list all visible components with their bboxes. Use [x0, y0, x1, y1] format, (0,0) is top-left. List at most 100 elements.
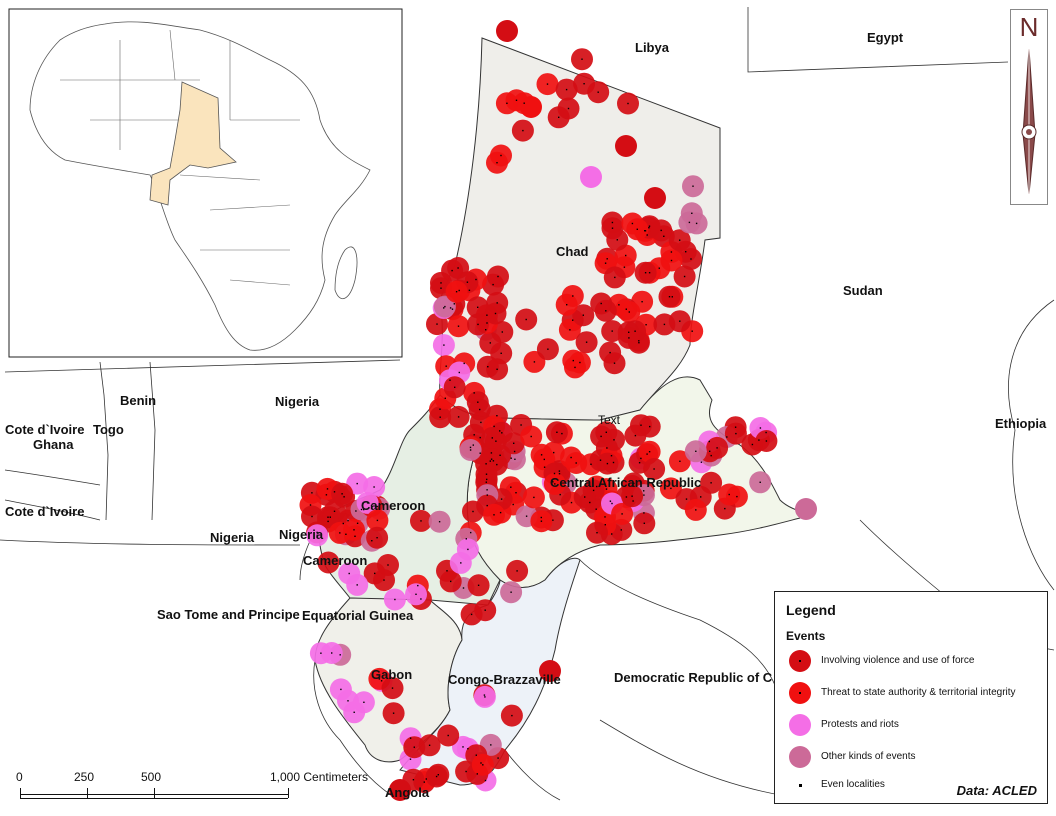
label-drc: Democratic Republic of C [614, 670, 773, 685]
event-locality [475, 754, 477, 756]
event-locality [486, 489, 488, 491]
legend-swatch-localities [789, 774, 811, 796]
event-locality [540, 516, 542, 519]
event-locality [565, 482, 567, 484]
event-locality [343, 496, 345, 498]
event-locality [356, 482, 358, 485]
label-ghana: Ghana [33, 437, 74, 452]
event-locality [631, 222, 634, 225]
event-locality [709, 450, 711, 452]
scale-label-500: 500 [141, 770, 162, 784]
event-locality [646, 453, 648, 455]
event-locality [595, 508, 597, 510]
event-locality [611, 330, 613, 332]
event-locality [467, 548, 469, 551]
event-locality [497, 275, 499, 278]
event-locality [477, 306, 479, 308]
event-locality [533, 496, 535, 499]
legend-item-violence: Involving violence and use of force [789, 650, 1044, 674]
event-locality [569, 329, 571, 331]
event-locality [356, 584, 358, 586]
event-locality [611, 221, 614, 224]
event-locality [522, 129, 524, 132]
label-cameroon: Cameroon [361, 498, 425, 513]
event-locality [625, 308, 627, 310]
event-locality [345, 533, 347, 535]
event-locality [625, 254, 627, 257]
event-locality [631, 485, 633, 487]
event-locality [440, 282, 442, 284]
event-locality [530, 435, 532, 438]
event-locality [589, 501, 591, 504]
event-locality [331, 652, 333, 654]
event-locality [333, 491, 336, 493]
event-locality [599, 459, 602, 461]
legend-swatch-violence [789, 650, 811, 672]
event-locality [590, 463, 592, 465]
event-locality [510, 457, 512, 459]
label-togo: Togo [93, 422, 124, 437]
event-locality [376, 537, 378, 539]
event-locality [490, 744, 492, 746]
event-locality [409, 758, 412, 760]
event-locality [643, 522, 645, 524]
event-locality [499, 430, 501, 432]
event-locality [510, 591, 512, 593]
event-locality [648, 225, 651, 227]
event-locality [648, 272, 651, 274]
event-locality [600, 302, 602, 305]
event-locality [483, 694, 486, 696]
event-locality [634, 330, 636, 332]
event-locality [444, 397, 446, 399]
event-locality [443, 307, 445, 309]
event-locality [566, 304, 568, 306]
inset-highlight [149, 81, 237, 206]
event-locality [511, 714, 513, 717]
event-locality [500, 498, 503, 500]
event-locality [457, 416, 460, 418]
event-locality [735, 432, 737, 435]
event-locality [376, 519, 379, 522]
event-locality [633, 482, 635, 485]
event-locality [329, 516, 331, 518]
event-locality [700, 461, 703, 463]
event-locality [435, 775, 438, 778]
event-locality [679, 460, 681, 462]
event-locality [510, 486, 512, 488]
event-locality [327, 520, 329, 523]
event-locality [685, 251, 687, 253]
event-locality [463, 362, 465, 365]
event-locality [513, 442, 515, 444]
event-locality [604, 516, 606, 518]
event-locality [553, 472, 556, 475]
event-locality [360, 508, 363, 511]
event-locality [486, 314, 488, 316]
event-locality [428, 744, 431, 746]
scale-label-0: 0 [16, 770, 23, 784]
event-locality [449, 379, 451, 381]
event-locality [487, 366, 489, 368]
event-locality [574, 366, 576, 369]
event-marker [795, 498, 817, 520]
event-locality [311, 492, 313, 494]
event-locality [658, 267, 660, 269]
event-locality [533, 361, 536, 363]
background-borders [0, 7, 1055, 796]
event-locality [610, 455, 613, 457]
event-locality [645, 324, 647, 326]
event-localities [309, 58, 768, 783]
drc-border [504, 559, 781, 801]
scale-tick [288, 788, 289, 798]
event-locality [451, 269, 453, 272]
event-locality [378, 678, 381, 680]
event-locality [479, 436, 481, 439]
event-locality [470, 531, 472, 534]
event-locality [499, 454, 501, 456]
event-locality [663, 323, 666, 326]
event-locality [520, 424, 522, 426]
label-nigeria-2: Nigeria [210, 530, 255, 545]
event-locality [320, 652, 322, 654]
event-locality [668, 296, 671, 298]
event-locality [477, 401, 479, 403]
